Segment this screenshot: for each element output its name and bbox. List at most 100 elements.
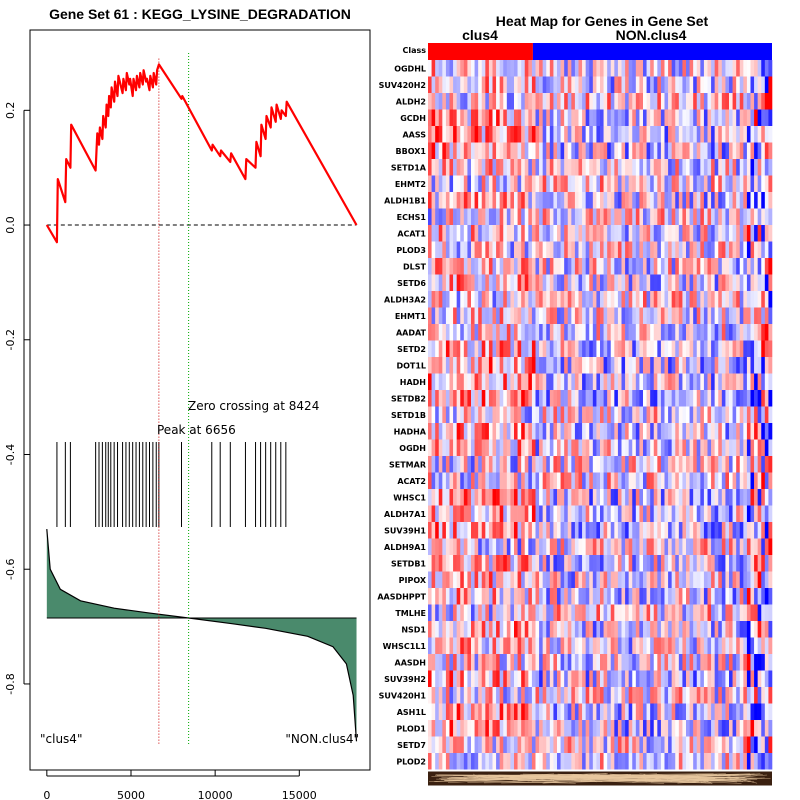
heatmap-cell	[438, 489, 443, 506]
heatmap-cell	[542, 274, 547, 291]
heatmap-cell	[768, 406, 773, 423]
heatmap-cell	[438, 654, 443, 671]
heatmap-cell	[542, 208, 547, 225]
heatmap-cell	[625, 720, 629, 737]
heatmap-cell	[574, 76, 579, 93]
heatmap-cell	[589, 159, 594, 176]
heatmap-cell	[574, 456, 579, 473]
heatmap-cell	[678, 142, 683, 159]
heatmap-cell	[689, 439, 694, 456]
heatmap-cell	[442, 637, 447, 654]
heatmap-cell	[542, 192, 547, 209]
heatmap-cell	[754, 159, 758, 176]
heatmap-cell	[503, 373, 508, 390]
heatmap-cell	[657, 390, 662, 407]
heatmap-cell	[510, 175, 515, 192]
heatmap-cell	[438, 571, 443, 588]
heatmap-cell	[664, 637, 669, 654]
heatmap-cell	[531, 472, 536, 489]
heatmap-cell	[664, 555, 669, 572]
heatmap-cell	[592, 538, 597, 555]
heatmap-cell	[453, 604, 457, 621]
heatmap-cell	[757, 637, 762, 654]
heatmap-cell	[582, 208, 586, 225]
heatmap-cell	[467, 687, 472, 704]
heatmap-cell	[442, 324, 447, 341]
heatmap-cell	[449, 406, 454, 423]
heatmap-cell	[471, 192, 475, 209]
heatmap-cell	[635, 439, 640, 456]
heatmap-cell	[428, 472, 432, 489]
heatmap-cell	[539, 406, 543, 423]
heatmap-cell	[463, 456, 468, 473]
heatmap-cell	[686, 621, 690, 638]
heatmap-cell	[686, 423, 690, 440]
heatmap-cell	[754, 175, 758, 192]
heatmap-cell	[449, 423, 454, 440]
heatmap-cell	[732, 192, 737, 209]
heatmap-cell	[664, 472, 669, 489]
heatmap-cell	[453, 274, 457, 291]
heatmap-cell	[739, 93, 744, 110]
heatmap-cell	[635, 357, 640, 374]
heatmap-cell	[463, 340, 468, 357]
heatmap-cell	[628, 472, 633, 489]
heatmap-cell	[743, 571, 748, 588]
heatmap-cell	[506, 373, 511, 390]
heatmap-cell	[542, 423, 547, 440]
heatmap-cell	[431, 324, 436, 341]
heatmap-cell	[718, 225, 723, 242]
heatmap-cell	[643, 324, 647, 341]
heatmap-cell	[514, 571, 518, 588]
heatmap-cell	[628, 670, 633, 687]
heatmap-cell	[485, 604, 490, 621]
heatmap-cell	[625, 390, 629, 407]
heatmap-cell	[650, 225, 655, 242]
heatmap-cell	[610, 390, 615, 407]
heatmap-cell	[617, 505, 622, 522]
heatmap-cell	[660, 406, 665, 423]
heatmap-cell	[517, 225, 522, 242]
heatmap-cell	[596, 192, 601, 209]
heatmap-cell	[650, 274, 655, 291]
heatmap-cell	[739, 720, 744, 737]
heatmap-cell	[582, 76, 586, 93]
heatmap-cell	[632, 225, 637, 242]
heatmap-cell	[754, 76, 758, 93]
heatmap-cell	[481, 241, 486, 258]
heatmap-cell	[643, 637, 647, 654]
heatmap-cell	[499, 439, 504, 456]
heatmap-cell	[675, 241, 680, 258]
heatmap-cell	[521, 324, 526, 341]
heatmap-cell	[560, 621, 565, 638]
heatmap-cell	[510, 505, 515, 522]
heatmap-cell	[578, 406, 583, 423]
heatmap-cell	[617, 637, 622, 654]
heatmap-cell	[768, 736, 773, 753]
heatmap-cell	[675, 456, 680, 473]
heatmap-cell	[463, 357, 468, 374]
heatmap-row	[428, 159, 773, 176]
heatmap-cell	[643, 258, 647, 275]
heatmap-cell	[603, 241, 608, 258]
heatmap-cell	[635, 373, 640, 390]
running-es-layer	[45, 63, 358, 244]
heatmap-cell	[750, 753, 755, 770]
heatmap-cell	[675, 274, 680, 291]
heatmap-cell	[578, 472, 583, 489]
heatmap-cell	[686, 274, 690, 291]
heatmap-cell	[467, 357, 472, 374]
heatmap-cell	[521, 159, 526, 176]
heatmap-cell	[485, 93, 490, 110]
heatmap-cell	[442, 274, 447, 291]
heatmap-cell	[557, 93, 561, 110]
heatmap-cell	[639, 538, 644, 555]
heatmap-cell	[621, 357, 626, 374]
heatmap-cell	[657, 109, 662, 126]
heatmap-cell	[592, 307, 597, 324]
heatmap-cell	[463, 489, 468, 506]
heatmap-cell	[456, 489, 461, 506]
heatmap-cell	[721, 522, 726, 539]
heatmap-cell	[675, 604, 680, 621]
heatmap-cell	[635, 571, 640, 588]
